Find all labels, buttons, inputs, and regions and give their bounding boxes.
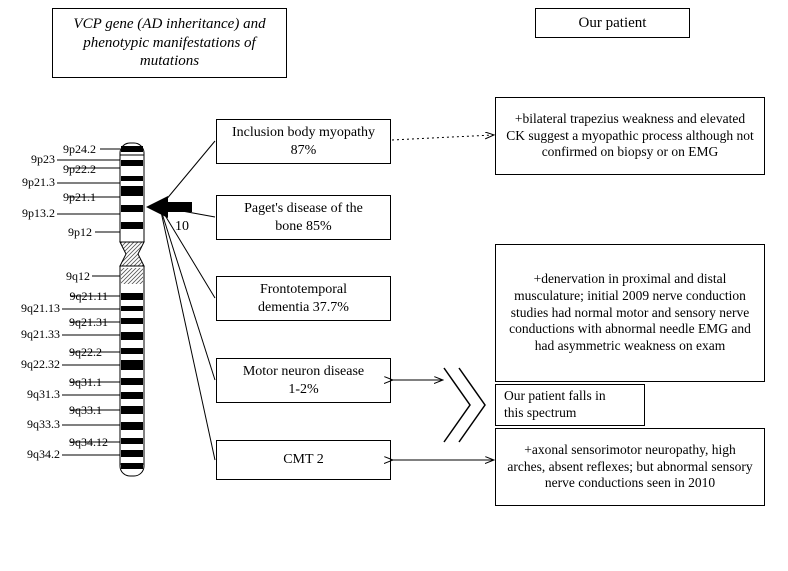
finding-mnd: +denervation in proximal and distal musc… (495, 244, 765, 382)
svg-text:9q31.1: 9q31.1 (69, 375, 102, 389)
svg-text:9p23: 9p23 (31, 152, 55, 166)
pheno-ibm: Inclusion body myopathy 87% (216, 119, 391, 164)
svg-text:9p13.2: 9p13.2 (22, 206, 55, 220)
title-box: VCP gene (AD inheritance) and phenotypic… (52, 8, 287, 78)
svg-text:9q21.11: 9q21.11 (69, 289, 108, 303)
svg-text:9q34.2: 9q34.2 (27, 447, 60, 461)
pheno-ftd: Frontotemporal dementia 37.7% (216, 276, 391, 321)
svg-text:9p21.3: 9p21.3 (22, 175, 55, 189)
finding-spectrum: Our patient falls in this spectrum (495, 384, 645, 426)
chrom-arrow-label: 10 (175, 219, 189, 234)
svg-text:9q12: 9q12 (66, 269, 90, 283)
svg-text:9q21.33: 9q21.33 (21, 327, 60, 341)
pheno-paget: Paget's disease of the bone 85% (216, 195, 391, 240)
svg-text:9q33.1: 9q33.1 (69, 403, 102, 417)
finding-ibm: +bilateral trapezius weakness and elevat… (495, 97, 765, 175)
pheno-mnd: Motor neuron disease 1-2% (216, 358, 391, 403)
svg-text:9q22.2: 9q22.2 (69, 345, 102, 359)
svg-text:9q34.12: 9q34.12 (69, 435, 108, 449)
svg-text:9p12: 9p12 (68, 225, 92, 239)
svg-text:9q22.32: 9q22.32 (21, 357, 60, 371)
pheno-cmt: CMT 2 (216, 440, 391, 480)
svg-text:9q33.3: 9q33.3 (27, 417, 60, 431)
svg-text:9q21.31: 9q21.31 (69, 315, 108, 329)
svg-text:9q31.3: 9q31.3 (27, 387, 60, 401)
finding-cmt: +axonal sensorimotor neuropathy, high ar… (495, 428, 765, 506)
svg-text:9p21.1: 9p21.1 (63, 190, 96, 204)
our-patient-header: Our patient (535, 8, 690, 38)
svg-text:9q21.13: 9q21.13 (21, 301, 60, 315)
svg-text:9p24.2: 9p24.2 (63, 142, 96, 156)
svg-text:9p22.2: 9p22.2 (63, 162, 96, 176)
